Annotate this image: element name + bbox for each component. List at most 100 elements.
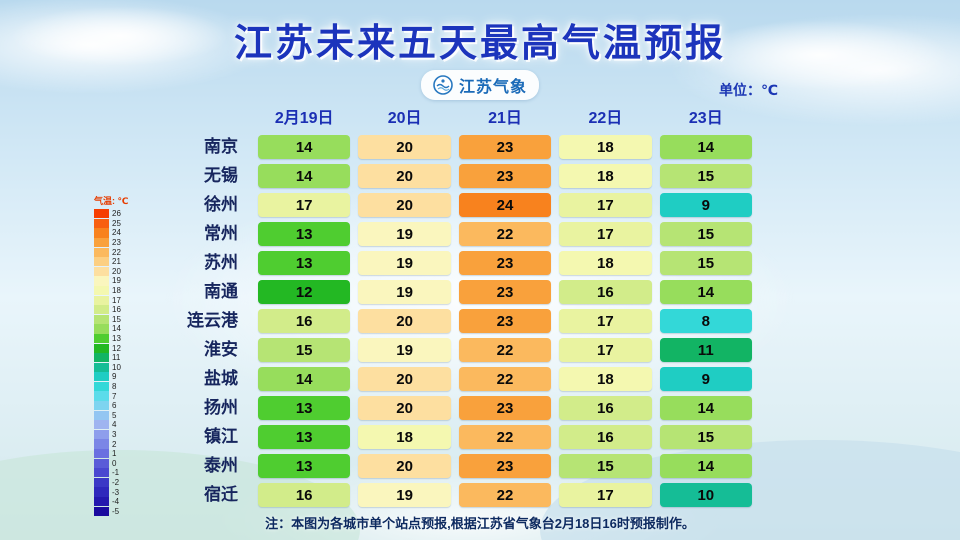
legend-value: 26 xyxy=(112,209,121,219)
city-label: 盐城 xyxy=(204,369,238,388)
legend-swatch xyxy=(94,285,109,296)
legend-swatch xyxy=(94,333,109,344)
legend-title: 气温: ℃ xyxy=(94,196,129,206)
temp-cell: 18 xyxy=(559,251,652,275)
legend-value: 1 xyxy=(112,449,117,459)
legend-item: 0 xyxy=(94,458,142,468)
legend-item: 24 xyxy=(94,228,142,238)
temp-cell: 17 xyxy=(559,193,652,217)
legend-swatch xyxy=(94,353,109,363)
temp-cell: 16 xyxy=(258,483,351,507)
temp-cell: 13 xyxy=(258,251,351,275)
legend-value: 21 xyxy=(112,257,121,267)
temp-cell: 14 xyxy=(659,454,752,478)
city-label: 镇江 xyxy=(204,427,238,446)
legend-item: 3 xyxy=(94,429,142,440)
legend-item: 23 xyxy=(94,237,142,248)
date-header: 22日 xyxy=(588,110,623,127)
temp-cell: 22 xyxy=(458,425,552,449)
legend-item: -3 xyxy=(94,487,142,497)
temp-cell: 24 xyxy=(458,193,552,217)
legend-item: 25 xyxy=(94,218,142,229)
legend-value: 24 xyxy=(112,228,121,238)
temp-cell: 14 xyxy=(258,164,351,188)
temp-cell: 9 xyxy=(659,193,752,217)
legend-swatch xyxy=(94,247,109,257)
temp-cell: 8 xyxy=(659,309,752,333)
temp-cell: 16 xyxy=(559,425,652,449)
legend-item: 18 xyxy=(94,285,142,296)
legend-value: -4 xyxy=(112,497,120,507)
legend-swatch xyxy=(94,449,109,459)
legend-item: -1 xyxy=(94,468,142,478)
city-label: 南通 xyxy=(204,282,238,301)
temp-cell: 19 xyxy=(358,338,451,362)
forecast-table: 2月19日 20日 21日 22日 23日 南京 14 20 23 18 14 无锡 14 20 23 18 1… xyxy=(172,108,752,507)
page-title: 江苏未来五天最高气温预报 xyxy=(233,23,726,65)
temp-cell: 20 xyxy=(358,454,451,478)
legend-value: 16 xyxy=(112,305,121,315)
legend-swatch xyxy=(94,506,109,516)
temp-cell: 14 xyxy=(659,280,752,304)
legend-value: 10 xyxy=(112,362,121,372)
temp-cell: 22 xyxy=(458,483,552,507)
legend-swatch xyxy=(94,295,109,305)
legend-swatch xyxy=(94,209,109,219)
legend-item: 7 xyxy=(94,391,142,401)
temp-cell: 23 xyxy=(458,280,552,304)
legend-swatch xyxy=(94,362,109,372)
legend-value: -5 xyxy=(112,506,120,516)
legend-item: 15 xyxy=(94,314,142,325)
legend-swatch xyxy=(94,391,109,401)
legend-swatch xyxy=(94,381,109,392)
legend-value: 13 xyxy=(112,334,121,344)
temp-cell: 19 xyxy=(358,483,451,507)
temp-cell: 18 xyxy=(559,367,652,391)
temp-cell: 16 xyxy=(258,309,351,333)
legend-swatch xyxy=(94,458,109,468)
legend-swatch xyxy=(94,266,109,276)
legend-swatch xyxy=(94,401,109,411)
temp-cell: 14 xyxy=(258,367,351,391)
temp-cell: 14 xyxy=(659,135,752,159)
legend-value: 22 xyxy=(112,247,121,257)
legend-swatch xyxy=(94,439,109,449)
logo-row: 江苏气象 xyxy=(0,70,960,100)
legend-swatch xyxy=(94,257,109,267)
temp-cell: 17 xyxy=(559,222,652,246)
city-label: 无锡 xyxy=(204,166,238,185)
legend-item: 20 xyxy=(94,266,142,277)
legend-swatch xyxy=(94,314,109,324)
temp-cell: 9 xyxy=(659,367,752,391)
legend-swatch xyxy=(94,468,109,478)
temp-cell: 15 xyxy=(258,338,351,362)
legend-item: -2 xyxy=(94,477,142,488)
temp-cell: 17 xyxy=(258,193,351,217)
legend-value: -1 xyxy=(112,468,120,478)
legend-value: 3 xyxy=(112,429,117,439)
logo-text: 江苏气象 xyxy=(458,79,527,96)
footnote: 注：本图为各城市单个站点预报,根据江苏省气象台2月18日16时预报制作。 xyxy=(265,516,695,531)
legend-item: 13 xyxy=(94,333,142,344)
legend-value: 15 xyxy=(112,314,121,324)
temp-cell: 19 xyxy=(358,280,451,304)
legend-value: 4 xyxy=(112,420,117,430)
temp-cell: 18 xyxy=(559,135,652,159)
temp-cell: 23 xyxy=(458,396,552,420)
legend-item: 19 xyxy=(94,276,142,286)
city-label: 连云港 xyxy=(187,311,238,330)
legend-value: 11 xyxy=(112,353,121,363)
city-label: 徐州 xyxy=(204,195,238,214)
temp-cell: 20 xyxy=(358,135,451,159)
legend-item: 26 xyxy=(94,209,142,219)
legend-value: 6 xyxy=(112,401,117,411)
temp-cell: 16 xyxy=(559,280,652,304)
legend-item: 1 xyxy=(94,449,142,459)
legend-item: 12 xyxy=(94,343,142,353)
legend-value: -2 xyxy=(112,477,120,487)
temp-cell: 18 xyxy=(358,425,451,449)
temp-cell: 23 xyxy=(458,135,552,159)
legend-item: 9 xyxy=(94,372,142,382)
legend-swatch xyxy=(94,237,109,248)
